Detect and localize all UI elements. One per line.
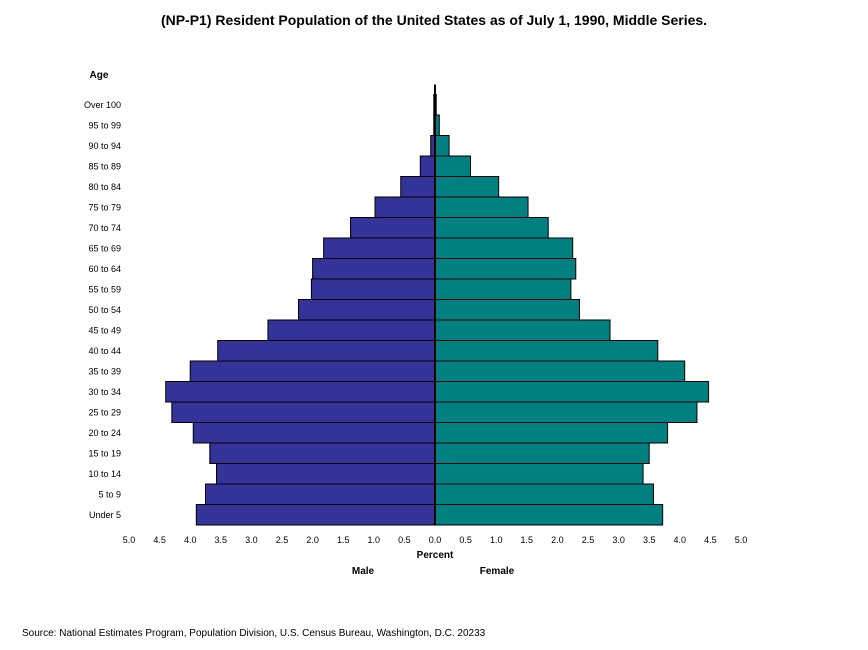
female-bar-20-to-24	[434, 422, 669, 444]
category-label-5-to-9: 5 to 9	[98, 489, 121, 499]
category-label-10-to-14: 10 to 14	[88, 469, 121, 479]
female-bar-65-to-69	[434, 237, 574, 259]
female-bar-85-to-89	[434, 155, 471, 177]
category-label-over-100: Over 100	[84, 100, 121, 110]
x-tick-label: 3.5	[643, 535, 656, 545]
x-tick-label: 5.0	[735, 535, 748, 545]
male-label: Male	[352, 566, 375, 577]
male-bar-25-to-29	[171, 401, 436, 423]
female-bar-25-to-29	[434, 401, 698, 423]
x-tick-label: 4.0	[674, 535, 687, 545]
category-label-70-to-74: 70 to 74	[88, 223, 121, 233]
female-bar-5-to-9	[434, 483, 654, 505]
x-tick-label: 2.5	[276, 535, 289, 545]
male-bar-65-to-69	[323, 237, 436, 259]
category-label-25-to-29: 25 to 29	[88, 407, 121, 417]
category-label-40-to-44: 40 to 44	[88, 346, 121, 356]
source-note: Source: National Estimates Program, Popu…	[22, 628, 486, 639]
male-bar-60-to-64	[312, 258, 436, 280]
x-tick-label: 1.0	[490, 535, 503, 545]
category-label-75-to-79: 75 to 79	[88, 202, 121, 212]
x-tick-label: 4.0	[184, 535, 197, 545]
male-bar-55-to-59	[310, 278, 436, 300]
category-label-45-to-49: 45 to 49	[88, 325, 121, 335]
male-bar-75-to-79	[374, 196, 436, 218]
female-bar-10-to-14	[434, 463, 644, 485]
x-tick-label: 2.0	[551, 535, 564, 545]
x-tick-label: 4.5	[153, 535, 166, 545]
female-bar-55-to-59	[434, 278, 572, 300]
female-bar-30-to-34	[434, 381, 710, 403]
female-bar-45-to-49	[434, 319, 611, 341]
category-label-80-to-84: 80 to 84	[88, 182, 121, 192]
x-tick-label: 2.0	[306, 535, 319, 545]
male-bar-45-to-49	[267, 319, 436, 341]
x-tick-label: 0.5	[398, 535, 411, 545]
category-label-30-to-34: 30 to 34	[88, 387, 121, 397]
male-bar-40-to-44	[217, 340, 436, 362]
x-tick-label: 1.5	[337, 535, 350, 545]
x-tick-label: 3.0	[245, 535, 258, 545]
male-bar-10-to-14	[216, 463, 436, 485]
female-bar-90-to-94	[434, 135, 450, 157]
category-label-65-to-69: 65 to 69	[88, 243, 121, 253]
female-bar-60-to-64	[434, 258, 577, 280]
chart-title: (NP-P1) Resident Population of the Unite…	[160, 12, 708, 28]
male-bar-80-to-84	[400, 176, 436, 198]
category-labels: Under 5 5 to 9 10 to 14 15 to 19 20 to 24 25 …	[84, 100, 121, 520]
female-label: Female	[480, 566, 515, 577]
category-label-55-to-59: 55 to 59	[88, 284, 121, 294]
category-label-85-to-89: 85 to 89	[88, 161, 121, 171]
x-tick-label: 3.0	[612, 535, 625, 545]
category-label-under-5: Under 5	[89, 510, 121, 520]
female-bar-under-5	[434, 504, 664, 526]
male-bar-under-5	[195, 504, 436, 526]
category-label-20-to-24: 20 to 24	[88, 428, 121, 438]
female-bar-75-to-79	[434, 196, 529, 218]
y-axis-title: Age	[90, 70, 109, 81]
female-bar-40-to-44	[434, 340, 659, 362]
x-tick-label: 0.5	[459, 535, 472, 545]
x-axis-tick-labels: 5.0 4.5 4.0 3.5 3.0 2.5 2.0 1.5 1.0 0.5 0.0 0.5 1.0 1…	[123, 535, 748, 545]
x-tick-label: 0.0	[429, 535, 442, 545]
female-bar-15-to-19	[434, 442, 650, 464]
category-label-50-to-54: 50 to 54	[88, 305, 121, 315]
male-bar-70-to-74	[350, 217, 436, 239]
male-bar-5-to-9	[205, 483, 436, 505]
x-tick-label: 1.0	[368, 535, 381, 545]
bars-layer	[165, 94, 710, 526]
male-bar-30-to-34	[165, 381, 436, 403]
category-label-60-to-64: 60 to 64	[88, 264, 121, 274]
x-axis-title: Percent	[417, 550, 454, 561]
female-bar-35-to-39	[434, 360, 686, 382]
female-bar-80-to-84	[434, 176, 500, 198]
x-tick-label: 1.5	[521, 535, 534, 545]
category-label-35-to-39: 35 to 39	[88, 366, 121, 376]
category-label-15-to-19: 15 to 19	[88, 448, 121, 458]
female-bar-50-to-54	[434, 299, 580, 321]
male-bar-35-to-39	[189, 360, 436, 382]
x-tick-label: 4.5	[704, 535, 717, 545]
x-tick-label: 5.0	[123, 535, 136, 545]
category-label-90-to-94: 90 to 94	[88, 141, 121, 151]
male-bar-50-to-54	[298, 299, 436, 321]
male-bar-20-to-24	[192, 422, 436, 444]
x-tick-label: 2.5	[582, 535, 595, 545]
male-bar-85-to-89	[419, 155, 436, 177]
x-tick-label: 3.5	[215, 535, 228, 545]
male-bar-15-to-19	[209, 442, 436, 464]
category-label-95-to-99: 95 to 99	[88, 120, 121, 130]
female-bar-70-to-74	[434, 217, 549, 239]
